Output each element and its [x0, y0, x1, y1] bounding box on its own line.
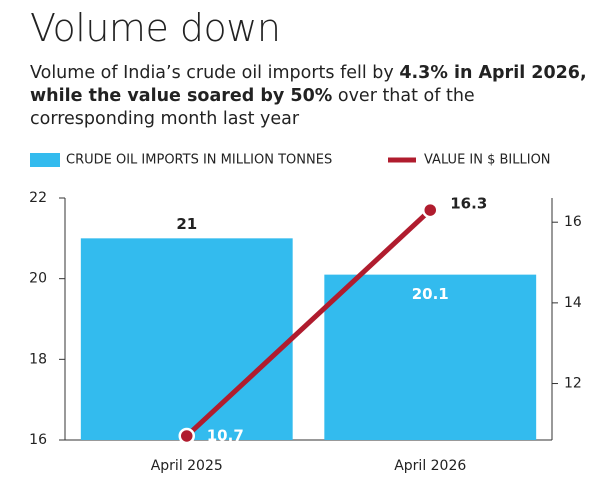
legend-label: VALUE IN $ BILLION	[424, 153, 551, 168]
y-tick-label: 22	[29, 190, 47, 206]
y-tick-label: 16	[29, 432, 47, 448]
legend-swatch	[30, 153, 60, 167]
line-point	[178, 427, 195, 445]
subtitle-part: Volume of India’s crude oil imports fell…	[30, 63, 400, 83]
y-tick-label: 18	[29, 351, 47, 367]
line	[185, 208, 432, 438]
line-value-label: 10.7	[207, 426, 244, 444]
chart-subtitle: Volume of India’s crude oil imports fell…	[30, 62, 595, 131]
x-tick-label: April 2025	[151, 458, 223, 474]
y2-tick-label: 16	[564, 214, 582, 230]
chart-title: Volume down	[30, 6, 281, 50]
bar-value-label: 20.1	[412, 285, 449, 303]
y-tick-label: 20	[29, 271, 47, 287]
bar	[80, 238, 293, 440]
subtitle-part: over that of the corresponding month las…	[30, 86, 475, 129]
line-value-label: 16.3	[450, 195, 487, 213]
legend-label: CRUDE OIL IMPORTS IN MILLION TONNES	[66, 153, 332, 168]
y2-tick-label: 14	[564, 295, 582, 311]
y2-tick-label: 12	[564, 376, 582, 392]
bar	[324, 274, 537, 440]
line-point	[422, 201, 439, 219]
subtitle-part: 4.3% in April 2026, while the value soar…	[30, 63, 587, 106]
bar-value-label: 21	[176, 215, 197, 233]
x-tick-label: April 2026	[394, 458, 466, 474]
